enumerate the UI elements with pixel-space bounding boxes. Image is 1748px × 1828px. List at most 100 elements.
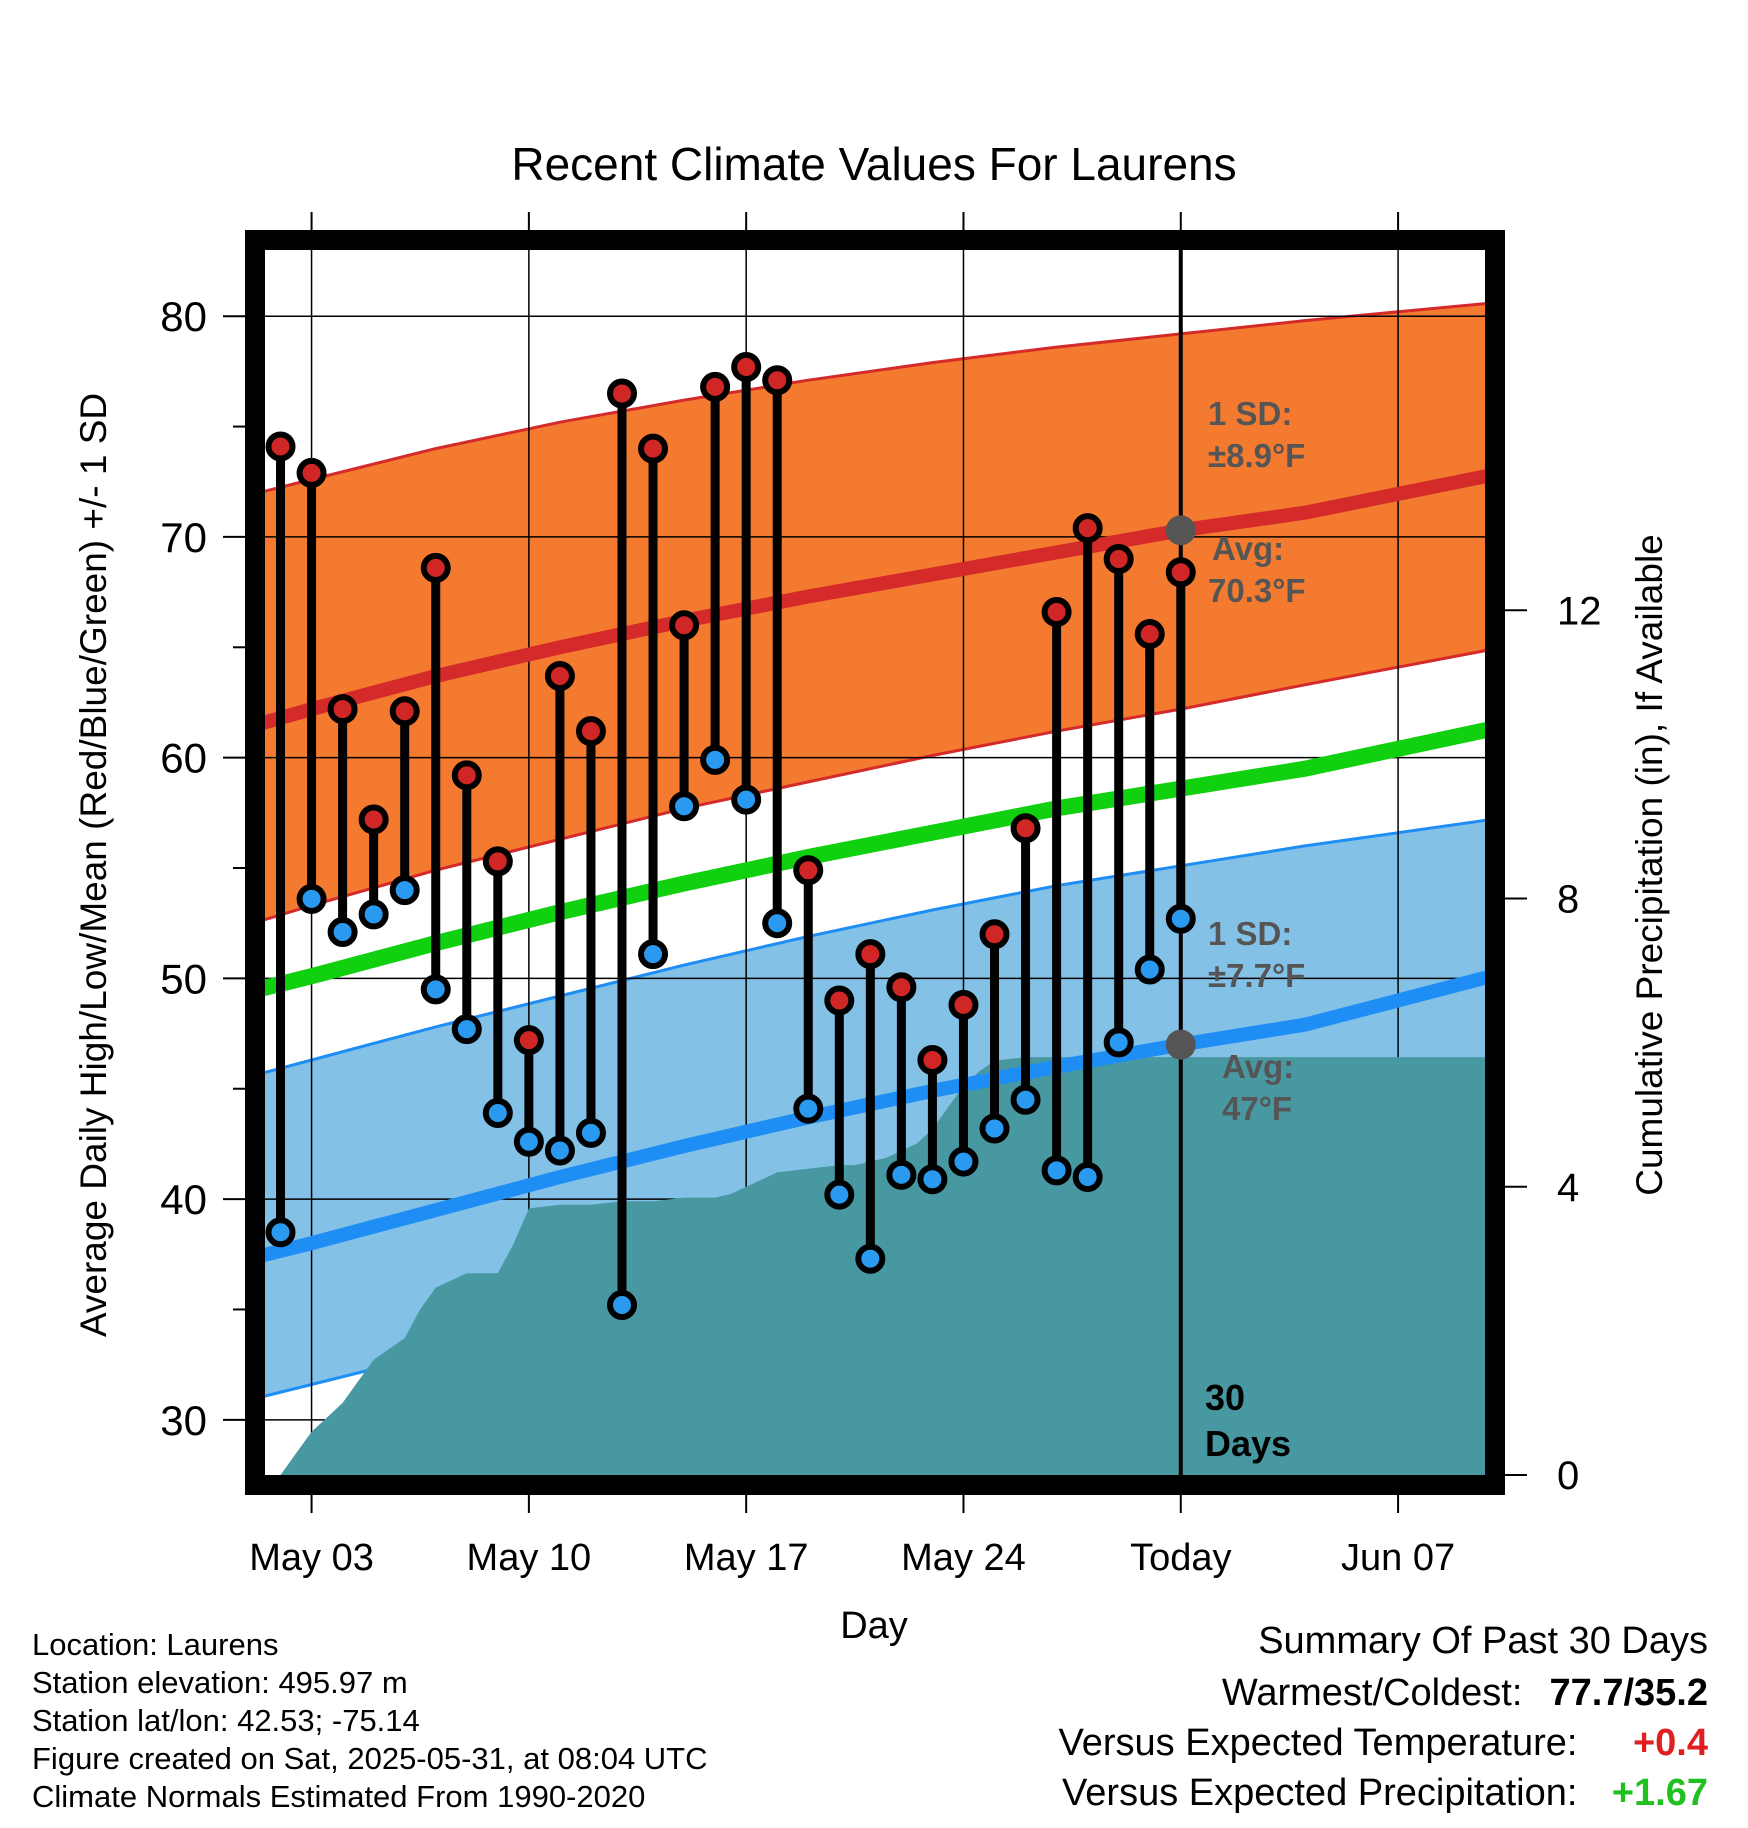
footer-created: Figure created on Sat, 2025-05-31, at 08… — [32, 1741, 708, 1776]
daily-high-point — [855, 939, 886, 970]
daily-high-point — [482, 846, 513, 877]
daily-low-point — [420, 974, 451, 1005]
today-low-avg-marker — [1165, 1029, 1196, 1060]
warm-cold-label: Warmest/Coldest: — [1221, 1672, 1523, 1714]
high-band-upper-edge — [265, 302, 1485, 493]
daily-low-point — [917, 1164, 948, 1195]
daily-high-point — [886, 972, 917, 1003]
y-tick-label: 70 — [160, 514, 207, 561]
daily-low-point — [575, 1117, 606, 1148]
x-tick-label: May 24 — [901, 1537, 1026, 1579]
daily-high-point — [1134, 619, 1165, 650]
y2-tick-label: 8 — [1557, 878, 1579, 922]
low-avg-value: 47°F — [1222, 1090, 1292, 1127]
daily-high-point — [358, 804, 389, 835]
daily-low-point — [948, 1146, 979, 1177]
y-tick-label: 80 — [160, 293, 207, 340]
daily-high-point — [420, 552, 451, 583]
summary-temperature: Versus Expected Temperature: +0.4 — [1059, 1722, 1708, 1765]
precip-label: Versus Expected Precipitation: — [1062, 1772, 1578, 1814]
daily-low-point — [1103, 1027, 1134, 1058]
daily-high-point — [948, 989, 979, 1020]
y2-tick-label: 4 — [1557, 1166, 1579, 1210]
daily-low-point — [1072, 1162, 1103, 1193]
y-tick-label: 60 — [160, 735, 207, 782]
temp-label: Versus Expected Temperature: — [1058, 1722, 1578, 1764]
daily-high-point — [793, 855, 824, 886]
daily-low-point — [451, 1014, 482, 1045]
temp-value: +0.4 — [1632, 1722, 1708, 1764]
summary-warm-cold: Warmest/Coldest: 77.7/35.2 — [1222, 1672, 1708, 1715]
daily-high-point — [296, 457, 327, 488]
x-axis-label: Day — [840, 1605, 908, 1647]
footer-info: Location: Laurens Station elevation: 495… — [32, 1626, 708, 1816]
today-days-text: 30 — [1205, 1377, 1245, 1418]
footer-location: Location: Laurens — [32, 1627, 279, 1662]
daily-low-point — [700, 744, 731, 775]
daily-low-point — [513, 1126, 544, 1157]
high-sd-label: 1 SD: — [1208, 395, 1292, 432]
daily-low-point — [389, 875, 420, 906]
footer-elevation: Station elevation: 495.97 m — [32, 1665, 408, 1700]
y2-tick-label: 0 — [1557, 1454, 1579, 1498]
daily-high-point — [1041, 596, 1072, 627]
x-tick-label: May 10 — [467, 1537, 592, 1579]
daily-high-point — [979, 919, 1010, 950]
footer-normals: Climate Normals Estimated From 1990-2020 — [32, 1779, 646, 1814]
today-days-text-2: Days — [1205, 1423, 1291, 1464]
daily-high-point — [917, 1045, 948, 1076]
low-sd-label: 1 SD: — [1208, 915, 1292, 952]
x-tick-label: May 17 — [684, 1537, 809, 1579]
daily-low-point — [855, 1243, 886, 1274]
daily-low-point — [793, 1093, 824, 1124]
daily-low-point — [1134, 954, 1165, 985]
daily-low-point — [886, 1159, 917, 1190]
low-sd-value: ±7.7°F — [1208, 957, 1305, 994]
daily-high-point — [731, 351, 762, 382]
daily-high-point — [669, 610, 700, 641]
today-high-avg-marker — [1165, 515, 1196, 546]
chart-title: Recent Climate Values For Laurens — [511, 138, 1236, 190]
footer-latlon: Station lat/lon: 42.53; -75.14 — [32, 1703, 420, 1738]
daily-high-point — [265, 431, 296, 462]
plot-frame — [245, 230, 1505, 1495]
daily-low-point — [638, 939, 669, 970]
daily-low-point — [731, 784, 762, 815]
precip-value: +1.67 — [1611, 1772, 1708, 1814]
daily-low-point — [1041, 1155, 1072, 1186]
high-avg-label: Avg: — [1212, 530, 1284, 567]
daily-high-point — [824, 985, 855, 1016]
daily-high-point — [606, 378, 637, 409]
normal-high-line — [265, 469, 1485, 730]
daily-high-point — [762, 365, 793, 396]
daily-high-point — [575, 716, 606, 747]
daily-low-point — [544, 1135, 575, 1166]
daily-low-point — [296, 883, 327, 914]
daily-high-point — [700, 371, 731, 402]
summary-precipitation: Versus Expected Precipitation: +1.67 — [1062, 1772, 1708, 1815]
x-tick-label: May 03 — [249, 1537, 374, 1579]
y-tick-label: 40 — [160, 1176, 207, 1223]
x-tick-label: Jun 07 — [1341, 1537, 1455, 1579]
warm-cold-value: 77.7/35.2 — [1549, 1672, 1708, 1714]
daily-high-point — [327, 694, 358, 725]
daily-high-point — [1010, 813, 1041, 844]
daily-low-point — [979, 1113, 1010, 1144]
daily-low-point — [358, 899, 389, 930]
y-tick-label: 30 — [160, 1397, 207, 1444]
daily-high-point — [544, 660, 575, 691]
daily-low-point — [482, 1098, 513, 1129]
x-tick-label: Today — [1130, 1537, 1231, 1579]
daily-low-point — [1010, 1084, 1041, 1115]
high-avg-value: 70.3°F — [1208, 572, 1306, 609]
daily-low-point — [762, 908, 793, 939]
daily-high-point — [638, 433, 669, 464]
daily-low-point — [327, 917, 358, 948]
daily-high-point — [513, 1025, 544, 1056]
daily-low-point — [824, 1179, 855, 1210]
summary-title: Summary Of Past 30 Days — [1258, 1620, 1708, 1662]
low-avg-label: Avg: — [1222, 1048, 1294, 1085]
y-axis-label: Average Daily High/Low/Mean (Red/Blue/Gr… — [73, 393, 114, 1337]
y2-axis-label: Cumulative Precipitation (in), If Availa… — [1629, 534, 1670, 1196]
